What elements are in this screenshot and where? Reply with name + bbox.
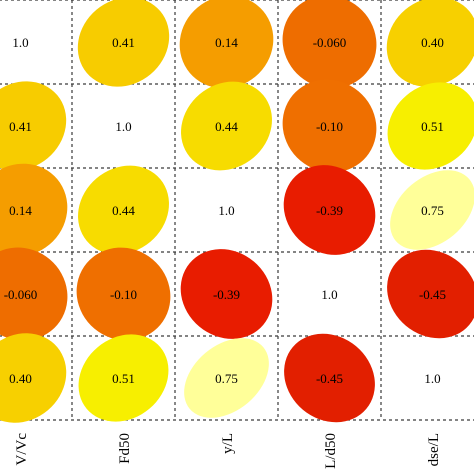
correlation-value-label: 0.75 bbox=[421, 203, 444, 218]
correlation-value-label: -0.10 bbox=[110, 287, 137, 302]
matrix-cells: 1.0 0.41 0.14 -0.060 0.40 0.41 1.0 0.44 -0.10 0.5… bbox=[0, 0, 474, 423]
matrix-cell-4-1: 0.51 bbox=[78, 334, 169, 422]
correlation-value-label: 0.44 bbox=[112, 203, 135, 218]
matrix-cell-0-0: 1.0 bbox=[12, 35, 28, 50]
matrix-cell-3-4: -0.45 bbox=[387, 249, 474, 339]
correlation-ellipse bbox=[386, 0, 474, 87]
matrix-cell-4-3: -0.45 bbox=[284, 333, 375, 423]
matrix-cell-1-3: -0.10 bbox=[282, 79, 377, 173]
matrix-cell-0-1: 0.41 bbox=[77, 0, 170, 87]
correlation-value-label: 0.75 bbox=[215, 371, 238, 386]
matrix-cell-1-0: 0.41 bbox=[0, 81, 67, 171]
matrix-cell-3-0: -0.060 bbox=[0, 247, 68, 341]
correlation-value-label: 0.41 bbox=[9, 119, 32, 134]
matrix-cell-1-2: 0.44 bbox=[181, 81, 272, 171]
correlation-value-label: 0.44 bbox=[215, 119, 238, 134]
matrix-cell-1-1: 1.0 bbox=[115, 119, 131, 134]
matrix-cell-0-3: -0.060 bbox=[282, 0, 377, 89]
correlation-value-label: 0.40 bbox=[9, 371, 32, 386]
variable-labels: V/Vc Fd50 y/L L/d50 dse/L bbox=[14, 433, 442, 469]
correlation-value-label: -0.45 bbox=[316, 371, 343, 386]
correlation-ellipse bbox=[0, 81, 67, 171]
correlation-ellipse bbox=[387, 249, 474, 339]
matrix-cell-3-3: 1.0 bbox=[321, 287, 337, 302]
correlation-value-label: 1.0 bbox=[115, 119, 131, 134]
correlation-value-label: 1.0 bbox=[424, 371, 440, 386]
matrix-cell-0-4: 0.40 bbox=[386, 0, 474, 87]
matrix-cell-2-3: -0.39 bbox=[283, 165, 376, 255]
matrix-cell-4-4: 1.0 bbox=[424, 371, 440, 386]
correlation-value-label: 0.14 bbox=[9, 203, 32, 218]
matrix-cell-4-0: 0.40 bbox=[0, 333, 67, 423]
correlation-ellipse bbox=[76, 247, 171, 341]
correlation-ellipse bbox=[390, 170, 474, 250]
variable-label: V/Vc bbox=[14, 433, 30, 466]
correlation-value-label: 0.40 bbox=[421, 35, 444, 50]
correlation-ellipse bbox=[180, 249, 273, 339]
correlation-value-label: -0.060 bbox=[4, 287, 38, 302]
correlation-value-label: 0.14 bbox=[215, 35, 238, 50]
correlation-value-label: 0.51 bbox=[112, 371, 135, 386]
correlation-ellipse bbox=[387, 82, 474, 170]
correlation-ellipse bbox=[0, 163, 68, 257]
correlation-ellipse bbox=[78, 334, 169, 422]
variable-label: y/L bbox=[220, 433, 236, 454]
matrix-cell-2-2: 1.0 bbox=[218, 203, 234, 218]
correlation-ellipse bbox=[78, 165, 169, 255]
correlation-value-label: 0.51 bbox=[421, 119, 444, 134]
correlation-ellipse bbox=[179, 0, 274, 89]
correlation-value-label: -0.060 bbox=[313, 35, 347, 50]
correlation-ellipse bbox=[0, 333, 67, 423]
correlation-ellipse bbox=[181, 81, 272, 171]
correlation-value-label: -0.10 bbox=[316, 119, 343, 134]
matrix-cell-2-0: 0.14 bbox=[0, 163, 68, 257]
correlation-value-label: -0.45 bbox=[419, 287, 446, 302]
correlation-ellipse bbox=[0, 247, 68, 341]
correlation-ellipse bbox=[184, 338, 269, 418]
matrix-cell-3-1: -0.10 bbox=[76, 247, 171, 341]
correlation-value-label: 1.0 bbox=[321, 287, 337, 302]
matrix-cell-1-4: 0.51 bbox=[387, 82, 474, 170]
correlation-ellipse bbox=[282, 0, 377, 89]
correlation-value-label: -0.39 bbox=[316, 203, 343, 218]
correlation-ellipse bbox=[284, 333, 375, 423]
correlation-ellipse bbox=[283, 165, 376, 255]
correlation-value-label: 1.0 bbox=[12, 35, 28, 50]
grid-lines bbox=[0, 0, 474, 421]
correlation-ellipse bbox=[77, 0, 170, 87]
variable-label: Fd50 bbox=[117, 433, 133, 464]
correlation-value-label: -0.39 bbox=[213, 287, 240, 302]
matrix-cell-4-2: 0.75 bbox=[184, 338, 269, 418]
matrix-cell-2-1: 0.44 bbox=[78, 165, 169, 255]
correlation-value-label: 0.41 bbox=[112, 35, 135, 50]
matrix-cell-3-2: -0.39 bbox=[180, 249, 273, 339]
correlation-value-label: 1.0 bbox=[218, 203, 234, 218]
correlation-ellipse bbox=[282, 79, 377, 173]
variable-label: L/d50 bbox=[323, 433, 339, 469]
matrix-cell-2-4: 0.75 bbox=[390, 170, 474, 250]
variable-label: dse/L bbox=[426, 433, 442, 466]
matrix-cell-0-2: 0.14 bbox=[179, 0, 274, 89]
